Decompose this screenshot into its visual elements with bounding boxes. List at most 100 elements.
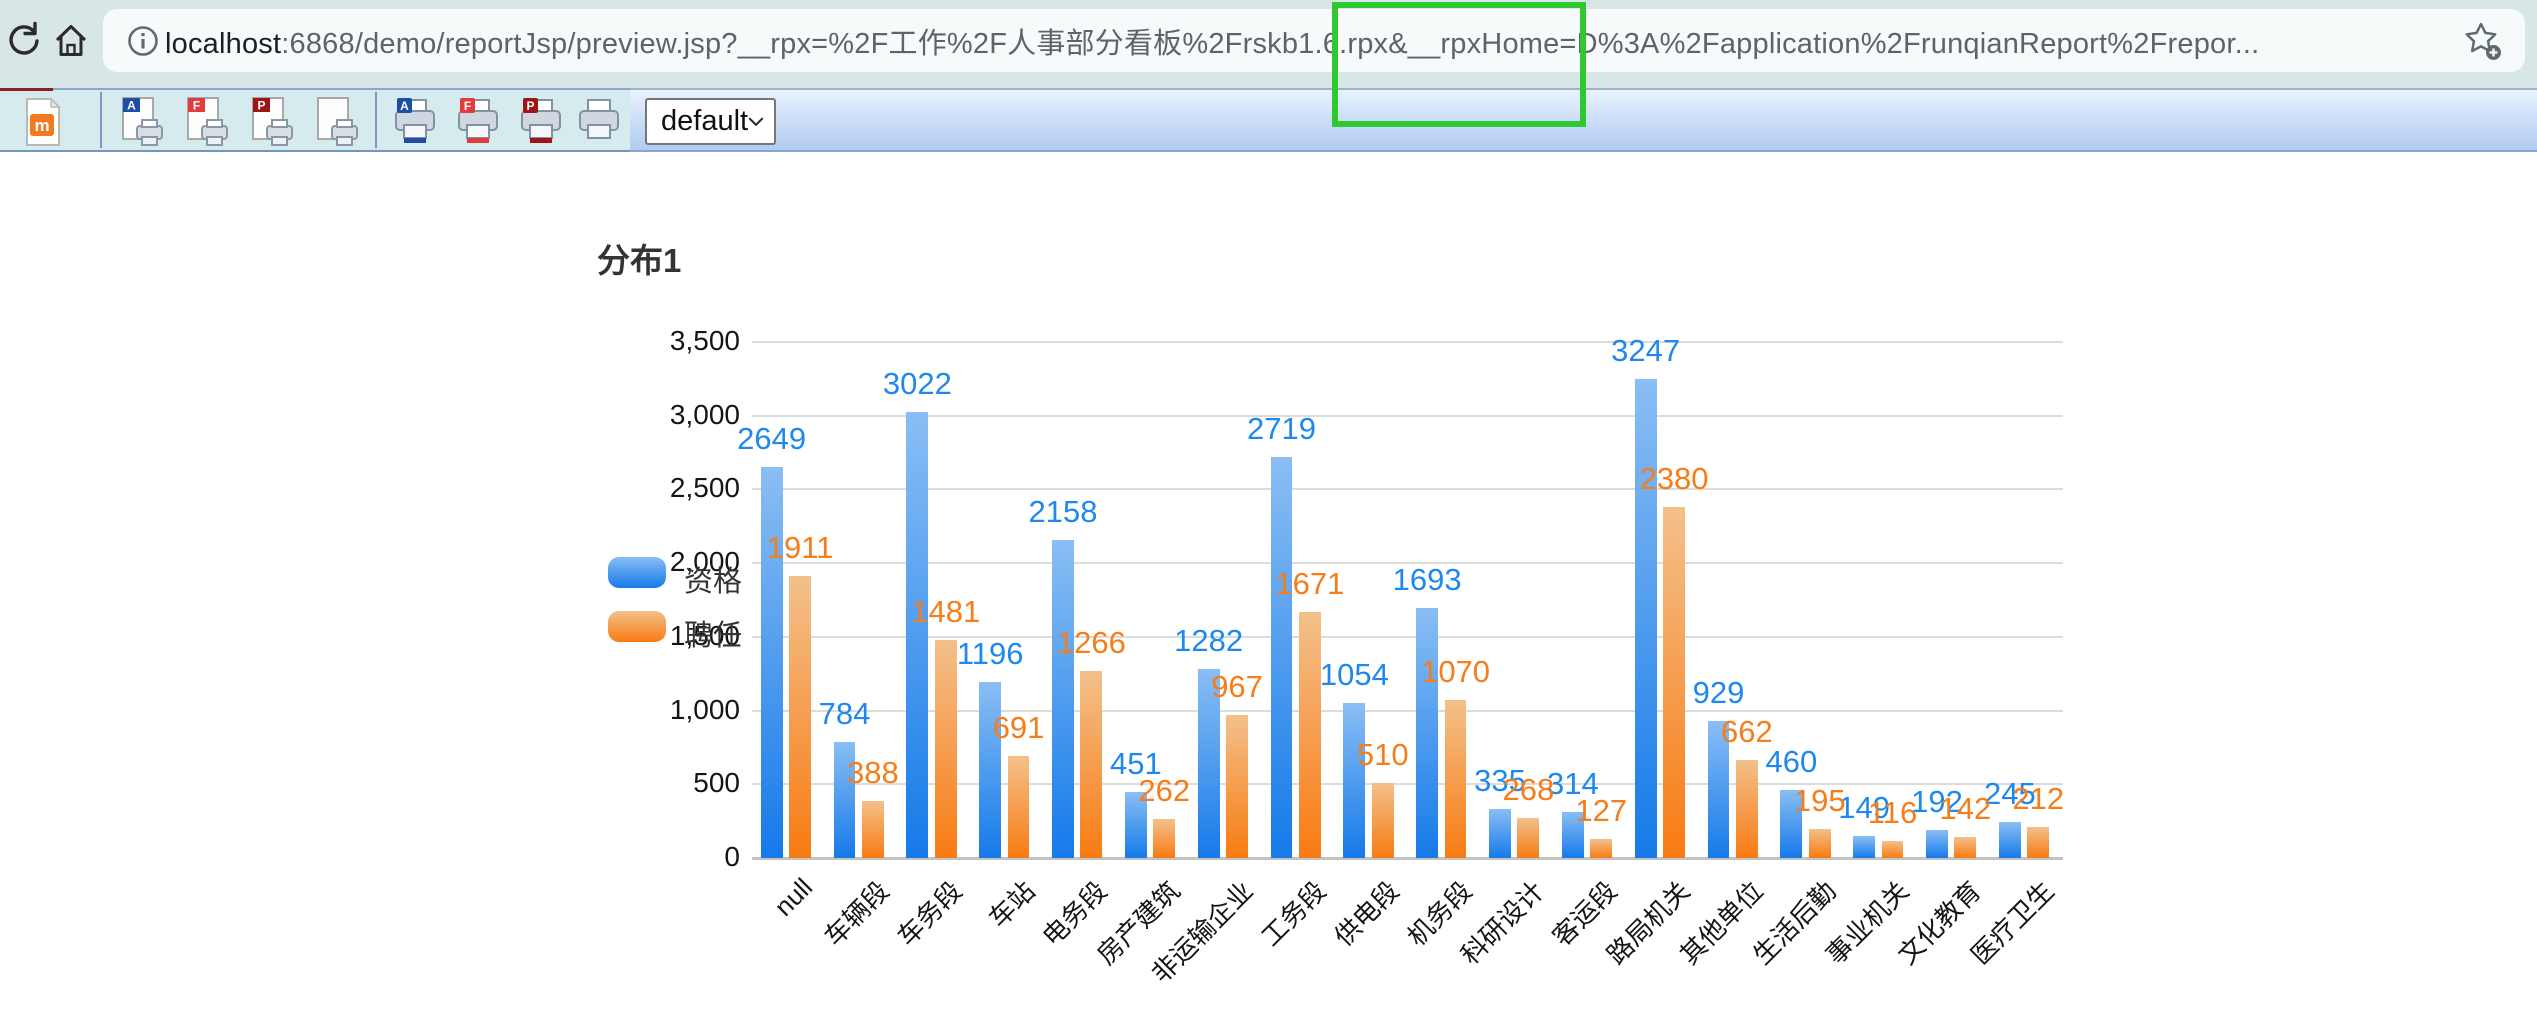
export-a-button[interactable]: A	[118, 96, 164, 148]
bar-资格-机务段	[1416, 608, 1439, 858]
report-logo-icon: m	[26, 97, 61, 146]
svg-text:A: A	[127, 99, 136, 113]
url-path: :6868/demo/reportJsp/preview.jsp?__rpx=%…	[281, 27, 2260, 60]
home-icon	[55, 25, 87, 56]
gridline	[752, 635, 2063, 638]
address-bar[interactable]: localhost:6868/demo/reportJsp/preview.js…	[103, 9, 2525, 72]
bar-聘任-其他单位	[1735, 760, 1758, 858]
bar-value-label: 2719	[1247, 411, 1316, 447]
bar-value-label: 149	[1838, 790, 1891, 826]
chevron-down-icon	[748, 117, 764, 126]
bar-资格-电务段	[1052, 539, 1074, 858]
toolbar-separator	[375, 92, 377, 148]
gridline	[752, 341, 2063, 343]
bar-聘任-生活后勤	[1808, 829, 1831, 858]
bar-聘任-路局机关	[1663, 507, 1685, 858]
svg-text:F: F	[193, 99, 200, 113]
print-f-button[interactable]: F	[455, 96, 501, 148]
print-a-icon: A	[395, 98, 435, 143]
reload-button[interactable]	[2, 16, 48, 64]
bar-value-label: 335	[1474, 762, 1526, 798]
y-axis-tick-label: 0	[724, 841, 740, 872]
bar-资格-其他单位	[1707, 721, 1730, 858]
bar-聘任-医疗卫生	[2027, 826, 2050, 858]
print-p-icon: P	[521, 98, 561, 143]
bar-聘任-机务段	[1444, 700, 1467, 858]
bar-聘任-车站	[1007, 756, 1030, 858]
bar-资格-房产建筑	[1124, 791, 1147, 858]
bar-资格-文化教育	[1926, 829, 1948, 858]
svg-text:P: P	[526, 99, 534, 113]
info-icon	[128, 25, 158, 56]
reload-icon	[9, 21, 39, 55]
y-axis-tick-label: 2,000	[669, 546, 740, 578]
bar-value-label: 784	[818, 696, 871, 732]
print-p-button[interactable]: P	[518, 96, 564, 148]
bar-资格-车务段	[906, 412, 929, 858]
bar-value-label: 451	[1109, 745, 1162, 781]
export-p-icon: P	[252, 97, 293, 146]
bar-value-label: 3247	[1611, 333, 1681, 369]
x-axis-label: null	[768, 872, 819, 922]
report-toolbar-select-section: default	[630, 88, 2537, 152]
bar-value-label: 2380	[1639, 461, 1709, 497]
legend-swatch-聘任	[608, 611, 666, 642]
export-a-icon: A	[122, 97, 163, 146]
bar-资格-工务段	[1270, 457, 1293, 858]
bar-value-label: 2649	[737, 421, 807, 457]
print-plain-button[interactable]	[576, 96, 622, 148]
y-axis-tick-label: 3,500	[669, 325, 740, 356]
y-axis-tick-label: 2,500	[669, 472, 740, 504]
report-toolbar: m A F	[0, 88, 2537, 152]
url-host: localhost	[165, 27, 282, 60]
bar-资格-车站	[979, 681, 1002, 858]
export-plain-icon	[317, 97, 358, 146]
bar-资格-生活后勤	[1780, 790, 1803, 858]
bar-value-label: 127	[1575, 793, 1628, 829]
export-plain-button[interactable]	[313, 96, 359, 148]
bar-资格-科研设计	[1489, 808, 1511, 858]
y-axis-tick-label: 500	[693, 767, 740, 799]
export-p-button[interactable]: P	[248, 96, 294, 148]
y-axis-tick-label: 3,000	[669, 398, 740, 430]
bar-value-label: 1054	[1319, 656, 1389, 692]
bar-value-label: 460	[1765, 744, 1818, 780]
bar-value-label: 1266	[1056, 625, 1126, 661]
url-text[interactable]: localhost:6868/demo/reportJsp/preview.js…	[165, 20, 2459, 62]
gridline	[752, 562, 2063, 565]
export-f-button[interactable]: F	[183, 96, 229, 148]
gridline	[752, 783, 2063, 786]
bar-资格-车辆段	[833, 742, 856, 858]
svg-text:P: P	[257, 99, 265, 113]
bar-value-label: 212	[2012, 780, 2065, 816]
legend-label-聘任: 聘任	[684, 620, 743, 652]
home-button[interactable]	[48, 16, 94, 64]
bar-value-label: 268	[1502, 772, 1555, 808]
bar-资格-事业机关	[1853, 836, 1876, 858]
gridline	[752, 414, 2063, 417]
print-plain-icon	[579, 99, 619, 139]
bar-value-label: 3022	[882, 366, 952, 402]
x-axis-label: 车务段	[891, 875, 968, 952]
print-a-button[interactable]: A	[392, 96, 438, 148]
bar-资格-非运输企业	[1197, 668, 1220, 858]
x-axis-label: 供电段	[1328, 875, 1405, 952]
bar-value-label: 1481	[911, 593, 981, 629]
y-axis-tick-label: 1,500	[669, 619, 740, 651]
browser-toolbar: localhost:6868/demo/reportJsp/preview.js…	[0, 0, 2537, 88]
bar-value-label: 1911	[766, 530, 834, 566]
bar-value-label: 262	[1138, 773, 1191, 809]
site-info-button[interactable]	[121, 24, 165, 58]
svg-text:A: A	[400, 99, 409, 113]
bar-聘任-供电段	[1371, 782, 1394, 858]
bar-聘任-客运段	[1590, 839, 1613, 858]
report-logo-button[interactable]: m	[20, 96, 66, 148]
bar-资格-null	[760, 467, 783, 858]
template-select[interactable]: default	[645, 98, 776, 145]
bookmark-button[interactable]	[2459, 20, 2507, 62]
bar-聘任-电务段	[1080, 671, 1103, 858]
bar-资格-路局机关	[1634, 379, 1657, 858]
svg-text:F: F	[464, 99, 471, 113]
bar-聘任-房产建筑	[1153, 819, 1176, 858]
